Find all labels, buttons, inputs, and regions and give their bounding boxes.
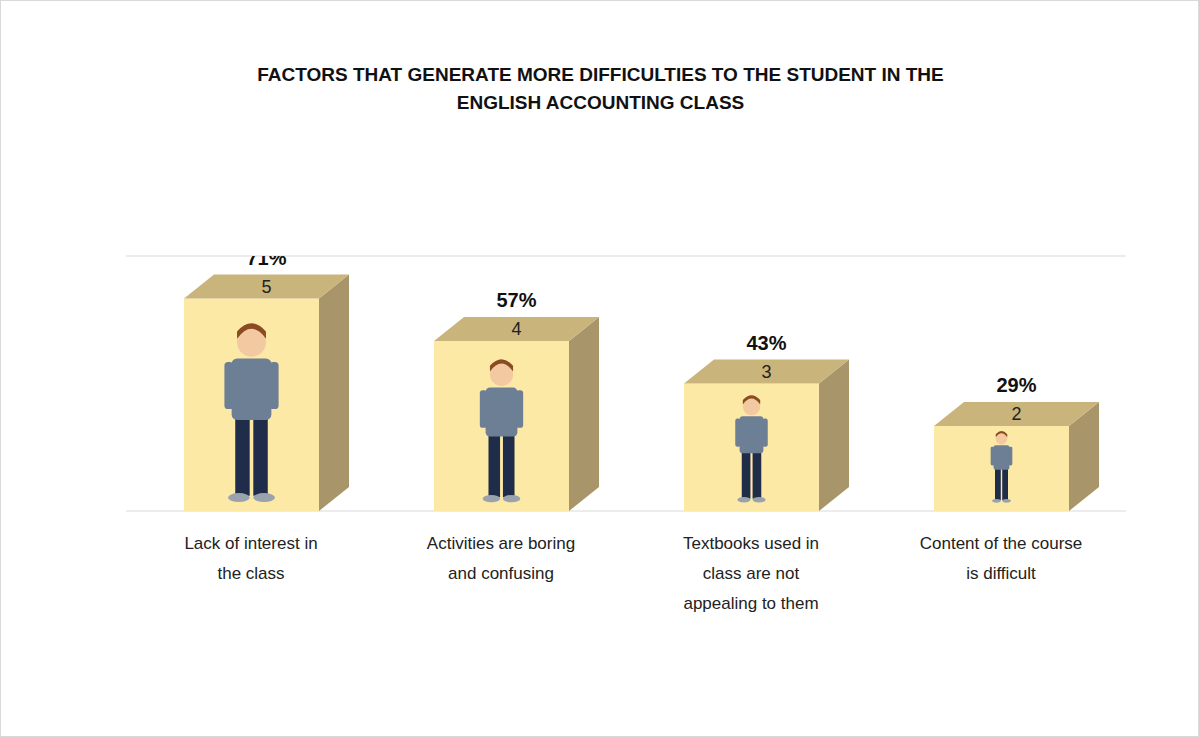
svg-text:Content of the courseis diffic: Content of the courseis difficult (920, 534, 1083, 583)
svg-text:4: 4 (511, 319, 521, 339)
svg-text:5: 5 (261, 277, 271, 297)
svg-text:57%: 57% (496, 289, 536, 311)
svg-text:2: 2 (1011, 404, 1021, 424)
svg-text:Textbooks used inclass are not: Textbooks used inclass are notappealing … (683, 534, 819, 613)
svg-text:Lack of interest inthe class: Lack of interest inthe class (184, 534, 317, 583)
svg-text:71%: 71% (246, 256, 286, 269)
svg-text:29%: 29% (996, 374, 1036, 396)
svg-text:Activities are boringand confu: Activities are boringand confusing (427, 534, 575, 583)
html-text:FACTORS THAT GENERATE MORE DIF: FACTORS THAT GENERATE MORE DIFFICULTIES … (257, 64, 944, 113)
svg-text:43%: 43% (746, 332, 786, 354)
svg-text:3: 3 (761, 362, 771, 382)
